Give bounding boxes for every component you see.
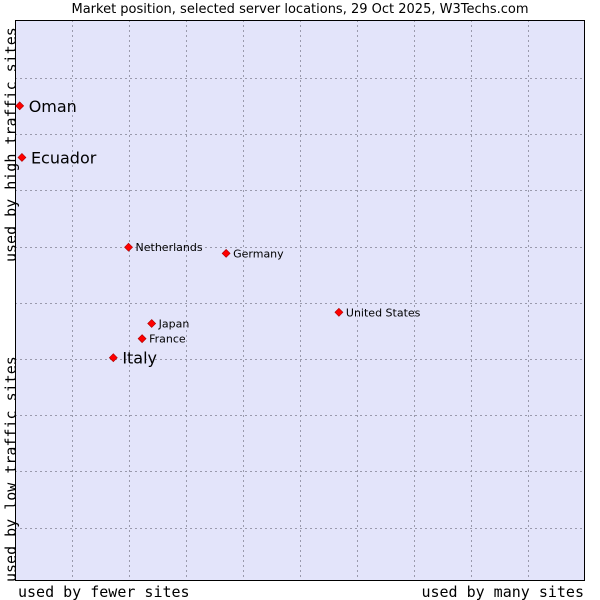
data-point-france: France bbox=[137, 333, 186, 346]
chart-title: Market position, selected server locatio… bbox=[71, 2, 529, 17]
data-point-germany: Germany bbox=[221, 247, 284, 260]
data-point-united-states: United States bbox=[334, 306, 421, 319]
marker-united-states bbox=[334, 307, 344, 317]
marker-france bbox=[137, 334, 147, 344]
point-label-france: France bbox=[149, 333, 186, 346]
point-label-germany: Germany bbox=[233, 247, 284, 260]
y-axis-label-low: used by low traffic sites bbox=[2, 356, 20, 582]
point-label-netherlands: Netherlands bbox=[136, 241, 203, 254]
data-points: Oman Ecuador Netherlands Germany United Stat… bbox=[15, 97, 421, 368]
marker-netherlands bbox=[124, 242, 133, 252]
marker-italy bbox=[108, 353, 118, 363]
marker-oman bbox=[15, 101, 25, 111]
data-point-oman: Oman bbox=[15, 97, 77, 116]
data-point-ecuador: Ecuador bbox=[17, 148, 97, 167]
grid bbox=[15, 20, 585, 581]
x-axis-label-many: used by many sites bbox=[421, 583, 584, 600]
marker-japan bbox=[147, 319, 157, 328]
x-axis-label-fewer: used by fewer sites bbox=[18, 583, 190, 600]
point-label-united-states: United States bbox=[346, 306, 421, 319]
marker-ecuador bbox=[17, 153, 27, 162]
data-point-italy: Italy bbox=[108, 349, 157, 368]
data-point-japan: Japan bbox=[147, 318, 190, 331]
point-label-italy: Italy bbox=[122, 349, 157, 368]
point-label-japan: Japan bbox=[158, 318, 190, 331]
point-label-ecuador: Ecuador bbox=[31, 148, 97, 167]
y-axis-label-high: used by high traffic sites bbox=[2, 27, 20, 262]
plot-border bbox=[15, 20, 585, 581]
marker-germany bbox=[221, 248, 231, 258]
data-point-netherlands: Netherlands bbox=[124, 241, 203, 254]
point-label-oman: Oman bbox=[29, 97, 77, 116]
